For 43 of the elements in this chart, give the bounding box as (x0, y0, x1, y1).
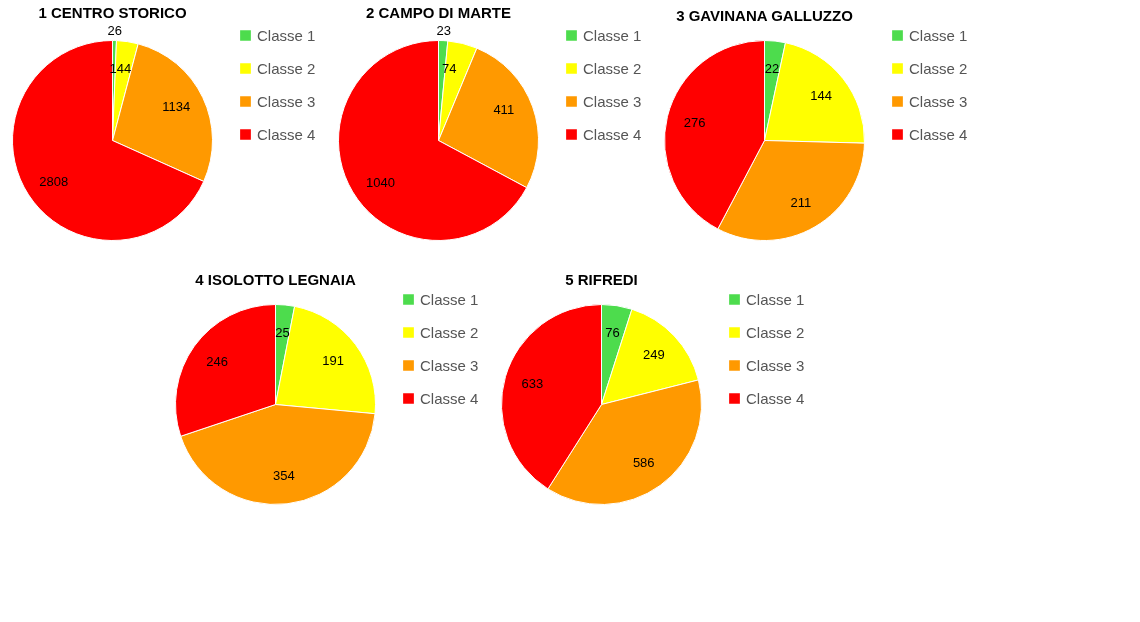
legend-label: Classe 2 (746, 323, 805, 341)
data-label: 2808 (39, 174, 69, 189)
data-label: 23 (436, 22, 451, 38)
data-label: 211 (790, 194, 812, 210)
legend-label: Classe 4 (746, 389, 805, 407)
chart-title: 3 GAVINANA GALLUZZO (676, 7, 854, 24)
legend-label: Classe 4 (257, 125, 316, 143)
legend-label: Classe 4 (909, 125, 968, 143)
data-label: 26 (107, 22, 122, 38)
data-label: 22 (764, 60, 780, 76)
data-label: 1134 (162, 98, 191, 114)
legend-label: Classe 3 (257, 92, 316, 110)
chart-title: 5 RIFREDI (565, 271, 638, 288)
data-label: 411 (493, 102, 515, 118)
data-label: 633 (521, 376, 544, 392)
data-label: 25 (275, 324, 290, 340)
data-label: 76 (605, 325, 620, 341)
legend-label: Classe 3 (746, 356, 805, 374)
legend-label: Classe 1 (909, 26, 968, 44)
legend-label: Classe 3 (583, 92, 642, 110)
data-label: 249 (643, 347, 665, 363)
legend-label: Classe 2 (420, 323, 479, 341)
legend-label: Classe 2 (909, 59, 968, 77)
data-label: 276 (683, 115, 706, 131)
data-label: 191 (322, 353, 344, 369)
chart-title: 2 CAMPO DI MARTE (365, 3, 512, 21)
data-label: 144 (810, 88, 832, 103)
legend-label: Classe 2 (583, 59, 642, 77)
chart-title: 1 CENTRO STORICO (38, 3, 187, 21)
legend-label: Classe 2 (257, 59, 316, 77)
legend-label: Classe 4 (420, 389, 479, 407)
legend-label: Classe 1 (257, 26, 316, 44)
chart-title: 4 ISOLOTTO LEGNAIA (195, 271, 356, 288)
legend-label: Classe 1 (583, 26, 642, 44)
legend-label: Classe 1 (746, 290, 805, 308)
data-label: 354 (272, 468, 295, 484)
data-label: 1040 (366, 175, 395, 191)
legend-label: Classe 3 (909, 92, 968, 110)
data-label: 246 (206, 354, 228, 370)
data-label: 586 (632, 454, 655, 470)
legend-label: Classe 3 (420, 356, 479, 374)
legend-label: Classe 1 (420, 290, 479, 308)
legend-label: Classe 4 (583, 125, 642, 143)
